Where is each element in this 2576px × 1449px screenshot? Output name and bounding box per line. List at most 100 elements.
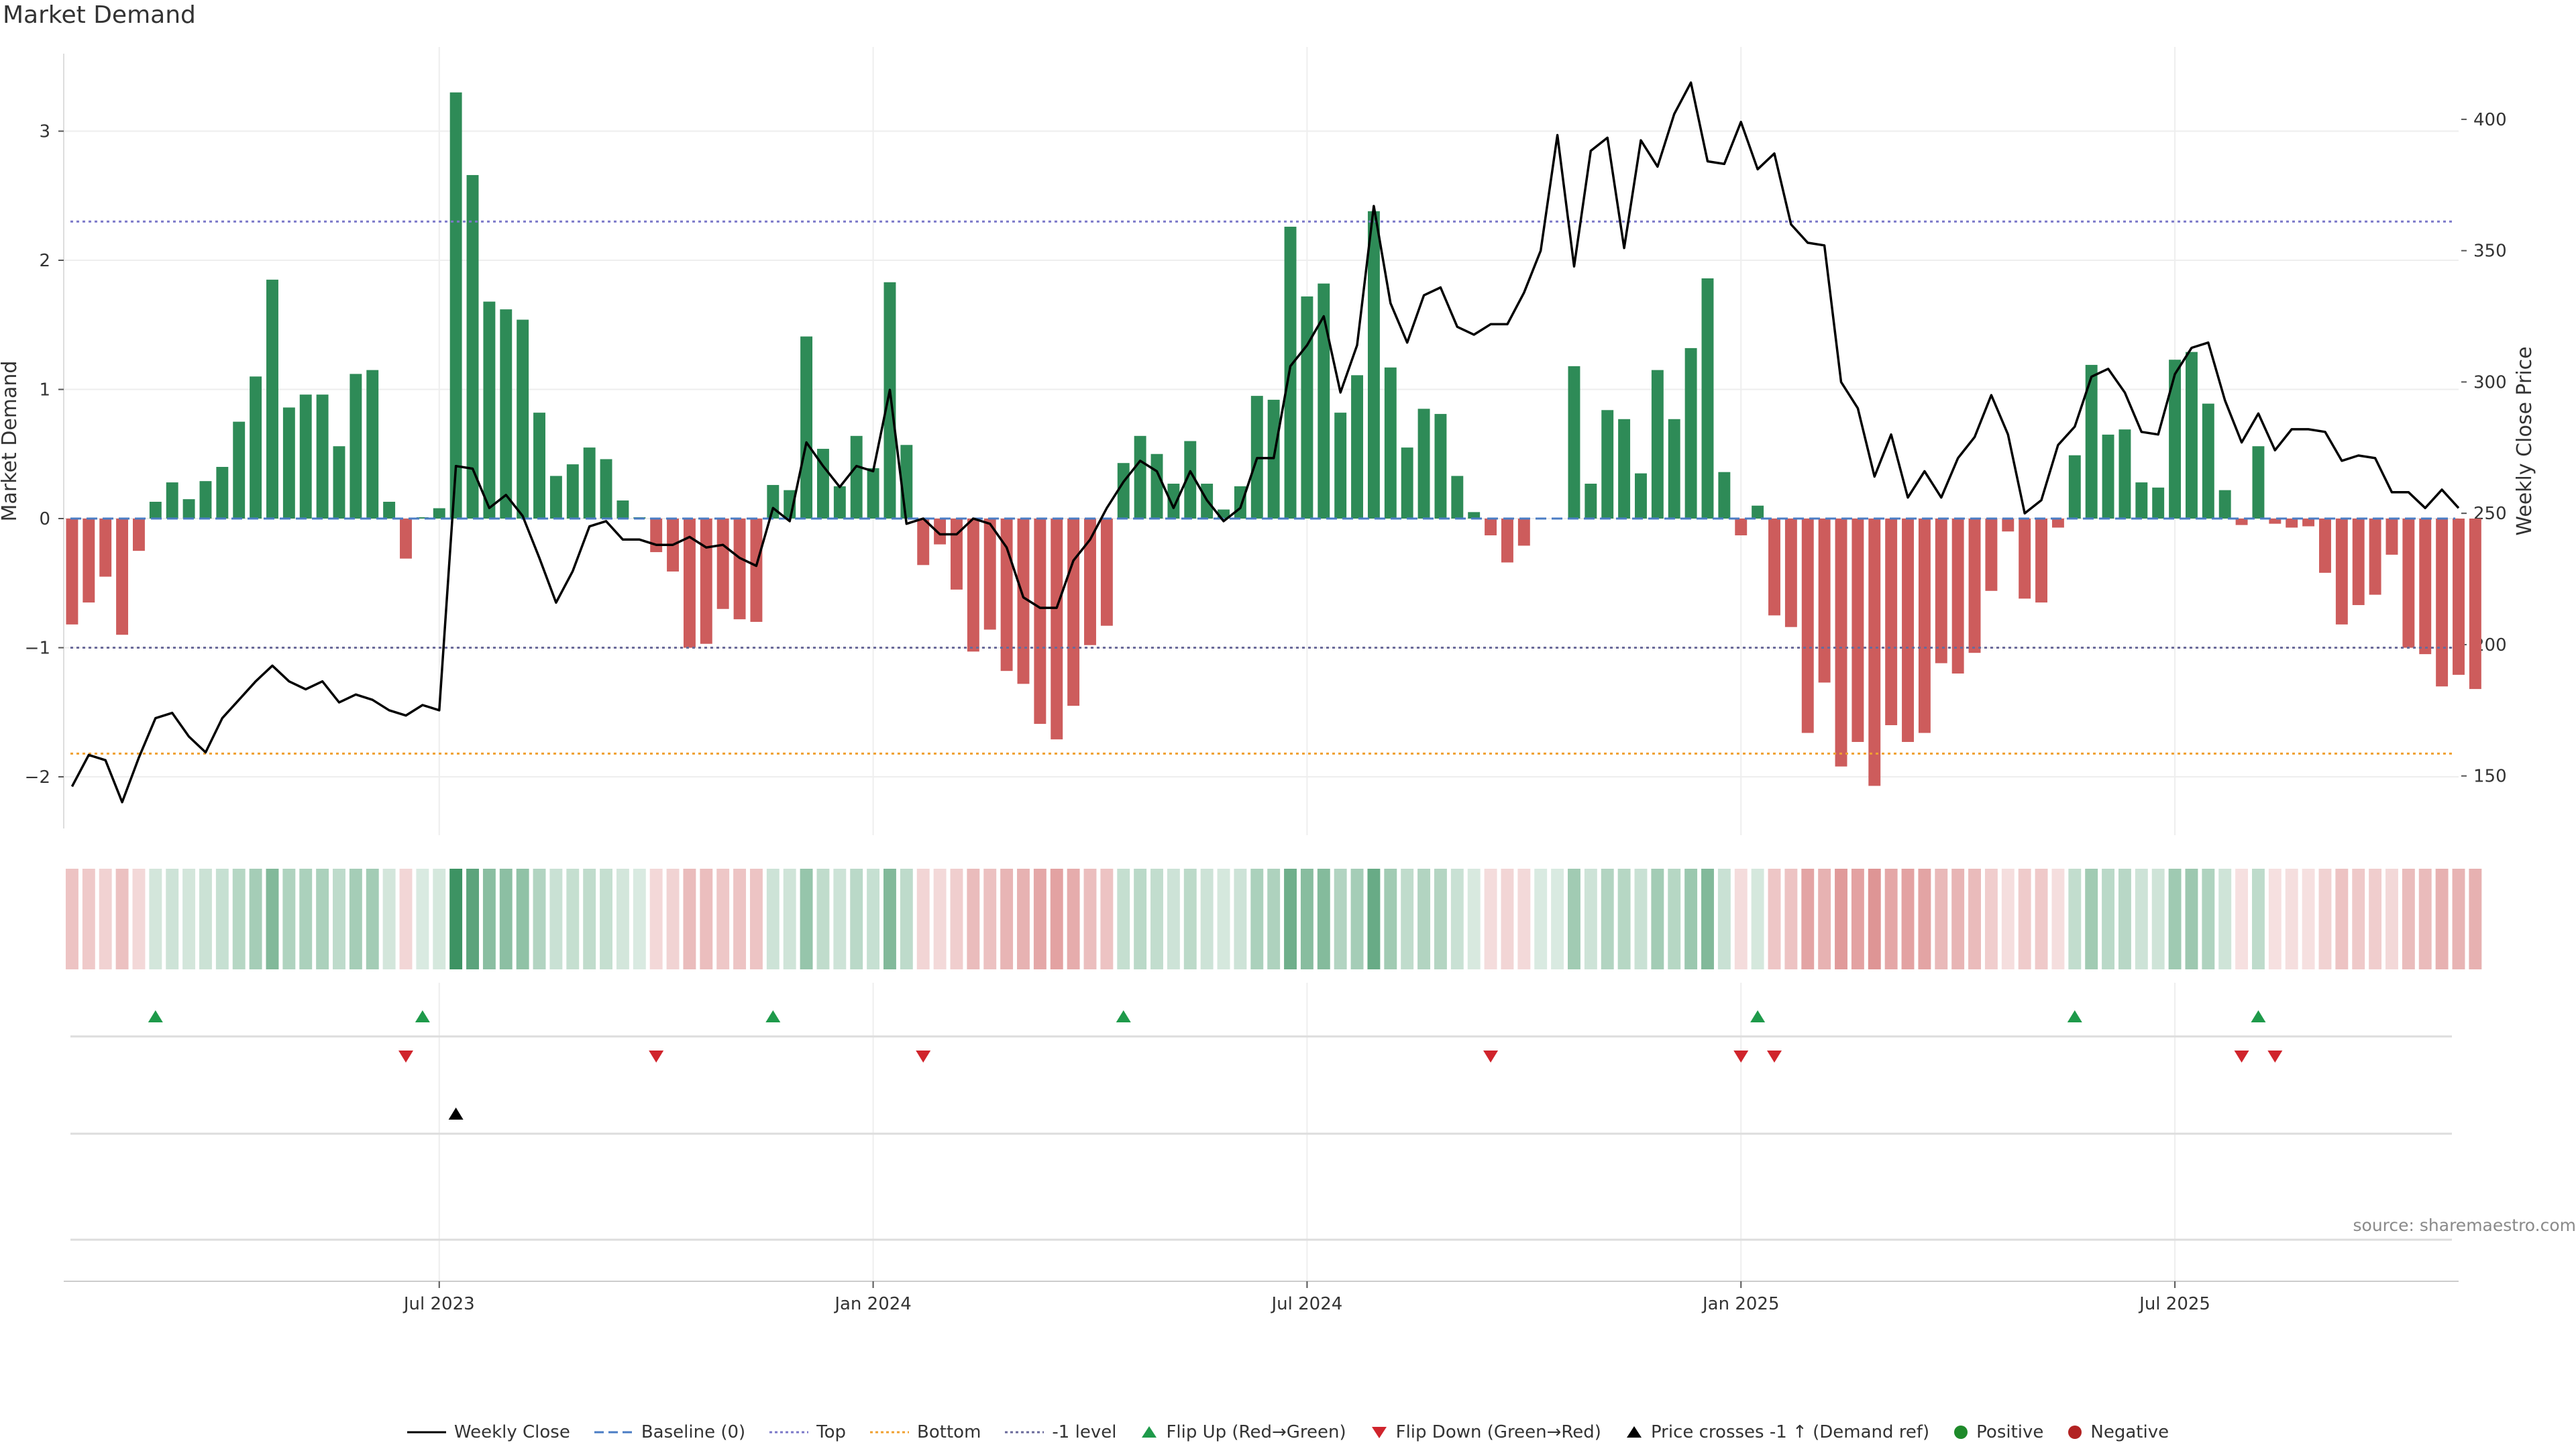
demand-bar-positive — [1301, 296, 1313, 519]
demand-bar-negative — [683, 519, 696, 648]
demand-strip-cell — [850, 869, 863, 969]
demand-strip-cell — [1183, 869, 1197, 969]
demand-strip-cell — [2068, 869, 2082, 969]
demand-bar-positive — [166, 482, 178, 519]
demand-bar-positive — [1384, 367, 1397, 519]
demand-strip-cell — [482, 869, 496, 969]
demand-strip-cell — [1200, 869, 1214, 969]
demand-strip-cell — [2302, 869, 2315, 969]
y-tick-label: 1 — [39, 380, 50, 400]
demand-bar-positive — [2218, 490, 2231, 519]
demand-strip-cell — [683, 869, 696, 969]
demand-strip-cell — [2135, 869, 2148, 969]
demand-bar-positive — [2068, 455, 2081, 519]
demand-bar-negative — [2286, 519, 2298, 528]
demand-strip-cell — [1984, 869, 1998, 969]
y2-tick-label: 300 — [2473, 372, 2507, 392]
demand-strip-cell — [1317, 869, 1330, 969]
demand-strip-cell — [867, 869, 880, 969]
demand-bar-positive — [182, 499, 195, 519]
demand-strip-cell — [1935, 869, 1948, 969]
demand-strip-cell — [1000, 869, 1014, 969]
demand-bar-negative — [1768, 519, 1780, 616]
demand-bar-positive — [1752, 505, 1764, 519]
demand-bar-negative — [2385, 519, 2398, 555]
demand-bar-positive — [1651, 370, 1664, 519]
demand-bar-negative — [983, 519, 996, 630]
flip-down-marker — [2267, 1051, 2283, 1063]
demand-bar-positive — [1568, 366, 1580, 519]
legend-item: Flip Up (Red→Green) — [1140, 1422, 1346, 1442]
chart-title: Market Demand — [3, 1, 196, 29]
legend-label: Baseline (0) — [641, 1422, 746, 1442]
demand-strip-cell — [2335, 869, 2349, 969]
demand-strip-cell — [1835, 869, 1847, 969]
demand-strip-cell — [282, 869, 296, 969]
demand-bar-positive — [316, 394, 329, 519]
demand-strip-cell — [600, 869, 612, 969]
demand-bar-positive — [1318, 283, 1330, 519]
demand-strip-cell — [1534, 869, 1548, 969]
demand-strip-cell — [1033, 869, 1046, 969]
demand-bar-positive — [1134, 435, 1146, 519]
demand-strip-cell — [816, 869, 830, 969]
demand-strip-cell — [1267, 869, 1281, 969]
demand-bar-positive — [2085, 364, 2098, 519]
demand-strip-cell — [382, 869, 396, 969]
demand-strip-cell — [1334, 869, 1347, 969]
demand-strip-cell — [1150, 869, 1163, 969]
demand-bar-positive — [1117, 463, 1130, 519]
demand-bar-negative — [1935, 519, 1947, 663]
demand-bar-positive — [549, 476, 562, 519]
demand-strip-cell — [1067, 869, 1080, 969]
demand-strip-cell — [1384, 869, 1397, 969]
demand-bar-negative — [99, 519, 112, 577]
demand-bar-positive — [616, 500, 629, 519]
demand-strip-cell — [1350, 869, 1364, 969]
demand-bar-positive — [416, 517, 429, 519]
demand-strip-cell — [266, 869, 279, 969]
legend-item: Negative — [2068, 1422, 2169, 1442]
demand-strip-cell — [166, 869, 179, 969]
demand-strip-cell — [466, 869, 479, 969]
demand-bar-positive — [500, 309, 513, 519]
legend-label: Top — [816, 1422, 847, 1442]
demand-strip-cell — [1784, 869, 1798, 969]
demand-strip-cell — [1684, 869, 1698, 969]
legend-item: Top — [769, 1422, 846, 1442]
y2-tick-label: 400 — [2473, 110, 2507, 130]
demand-strip-cell — [1234, 869, 1247, 969]
demand-bar-negative — [1067, 519, 1080, 706]
demand-bar-positive — [366, 370, 379, 519]
demand-strip-cell — [2369, 869, 2382, 969]
demand-bar-negative — [2051, 519, 2064, 528]
demand-bar-positive — [282, 407, 295, 519]
demand-strip-cell — [1651, 869, 1664, 969]
demand-strip-cell — [983, 869, 997, 969]
demand-strip-cell — [1751, 869, 1764, 969]
demand-strip-cell — [1568, 869, 1580, 969]
y-tick-label: 0 — [39, 509, 50, 529]
demand-strip-cell — [399, 869, 413, 969]
demand-bar-positive — [2185, 352, 2198, 519]
demand-strip-cell — [549, 869, 563, 969]
demand-strip-cell — [1050, 869, 1063, 969]
demand-bar-positive — [2102, 434, 2114, 519]
demand-strip-cell — [533, 869, 546, 969]
demand-strip-cell — [2118, 869, 2131, 969]
demand-strip-cell — [2285, 869, 2298, 969]
demand-bar-positive — [1468, 512, 1481, 519]
demand-bar-positive — [1367, 211, 1380, 519]
demand-bar-positive — [1184, 441, 1197, 519]
demand-strip-cell — [1100, 869, 1114, 969]
demand-bar-positive — [433, 508, 445, 519]
demand-bar-negative — [1918, 519, 1931, 733]
demand-bar-negative — [2319, 519, 2331, 573]
demand-bar-positive — [2169, 360, 2182, 519]
demand-strip-cell — [1768, 869, 1781, 969]
demand-bar-negative — [1885, 519, 1898, 725]
demand-strip-cell — [1701, 869, 1714, 969]
demand-strip-cell — [249, 869, 262, 969]
demand-bar-negative — [750, 519, 763, 622]
